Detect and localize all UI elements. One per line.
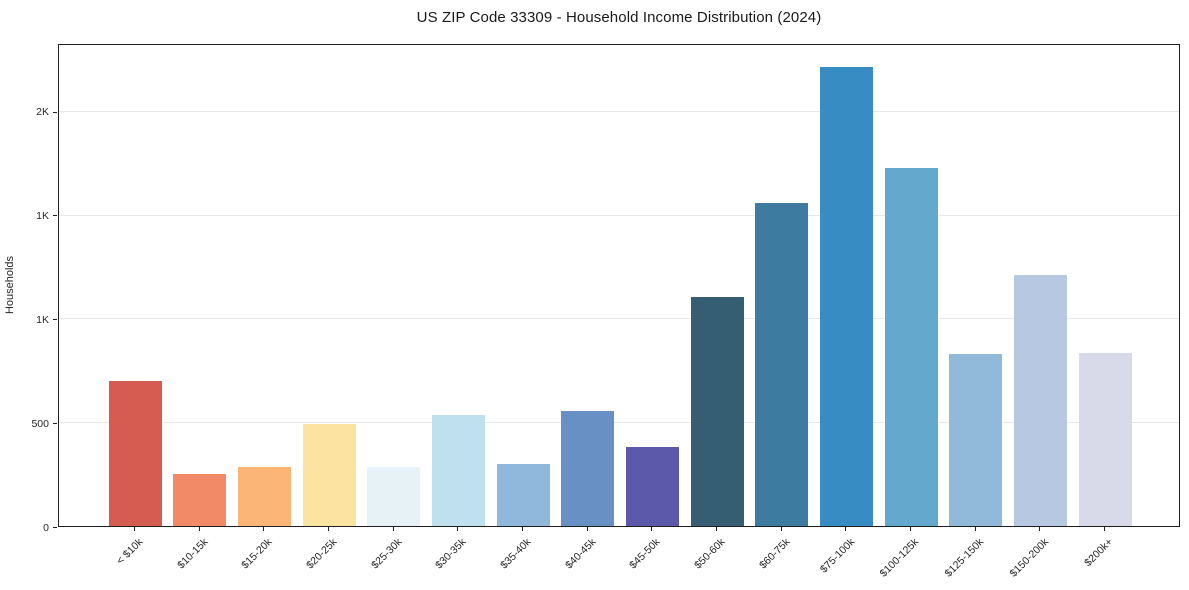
ytick-label-0: 0 xyxy=(43,521,49,534)
bar-$45-50k xyxy=(625,447,679,526)
ytick-mark-2000 xyxy=(53,111,57,113)
xtick-label-$35-40k: $35-40k xyxy=(498,536,534,572)
gridline-1500 xyxy=(59,214,1179,216)
ytick-label-500: 500 xyxy=(31,417,49,430)
xtick-label-$100-125k: $100-125k xyxy=(877,536,922,580)
xtick-label-$200k+: $200k+ xyxy=(1082,536,1116,570)
xtick-mark-$75-100k xyxy=(845,527,847,531)
xtick-mark-$35-40k xyxy=(522,527,523,531)
xtick-label-$10-15k: $10-15k xyxy=(174,536,211,572)
gridline-1000 xyxy=(59,318,1179,320)
bar-$150-200k xyxy=(1013,274,1067,526)
xtick-mark-$25-30k xyxy=(392,527,394,531)
ytick-mark-1000 xyxy=(53,319,57,321)
xtick-mark-$50-60k xyxy=(716,527,717,531)
bar-$35-40k xyxy=(496,463,550,526)
xtick-label-$125-150k: $125-150k xyxy=(942,536,987,580)
xtick-mark-$100-125k xyxy=(910,527,911,531)
gridline-2000 xyxy=(59,111,1179,113)
xtick-mark-$40-45k xyxy=(586,527,588,531)
bar-< $10k xyxy=(108,380,162,526)
xtick-mark-$20-25k xyxy=(328,527,329,531)
bar-$50-60k xyxy=(690,297,744,526)
bar-$15-20k xyxy=(237,466,291,526)
xtick-label-$15-20k: $15-20k xyxy=(239,536,275,572)
ytick-mark-500 xyxy=(53,423,57,425)
xtick-label-$20-25k: $20-25k xyxy=(304,536,340,572)
bar-$100-125k xyxy=(884,167,938,526)
bar-$60-75k xyxy=(755,202,809,526)
ytick-mark-0 xyxy=(53,527,57,528)
bar-$20-25k xyxy=(302,424,356,526)
ytick-label-2000: 2K xyxy=(36,106,49,119)
xtick-label-$45-50k: $45-50k xyxy=(627,536,663,572)
xtick-mark-$200k+ xyxy=(1104,527,1105,531)
bar-$125-150k xyxy=(949,353,1003,526)
plot-area xyxy=(58,44,1180,527)
ytick-mark-1500 xyxy=(53,215,57,217)
xtick-label-$75-100k: $75-100k xyxy=(817,536,857,576)
xtick-mark-$60-75k xyxy=(780,527,782,531)
xtick-label-$40-45k: $40-45k xyxy=(562,536,599,572)
y-axis-label: Households xyxy=(4,255,16,315)
bar-$25-30k xyxy=(367,466,421,526)
bar-$75-100k xyxy=(819,66,873,526)
bar-$40-45k xyxy=(561,410,615,526)
xtick-mark-$125-150k xyxy=(974,527,976,531)
bar-$30-35k xyxy=(431,414,485,526)
ytick-label-1500: 1K xyxy=(36,209,49,222)
xtick-mark-$30-35k xyxy=(457,527,459,531)
xtick-label-< $10k: < $10k xyxy=(114,536,146,567)
xtick-label-$60-75k: $60-75k xyxy=(756,536,793,572)
ytick-label-1000: 1K xyxy=(36,313,49,326)
bar-$10-15k xyxy=(173,474,227,526)
xtick-mark-$45-50k xyxy=(651,527,653,531)
xtick-label-$150-200k: $150-200k xyxy=(1007,536,1051,580)
xtick-mark-< $10k xyxy=(134,527,135,531)
chart-title: US ZIP Code 33309 - Household Income Dis… xyxy=(416,9,822,26)
gridline-500 xyxy=(59,421,1179,423)
bar-$200k+ xyxy=(1078,352,1132,526)
xtick-label-$30-35k: $30-35k xyxy=(433,536,469,572)
xtick-mark-$15-20k xyxy=(263,527,265,531)
xtick-label-$25-30k: $25-30k xyxy=(368,536,405,572)
xtick-mark-$10-15k xyxy=(198,527,200,531)
xtick-label-$50-60k: $50-60k xyxy=(692,536,728,572)
xtick-mark-$150-200k xyxy=(1039,527,1041,531)
